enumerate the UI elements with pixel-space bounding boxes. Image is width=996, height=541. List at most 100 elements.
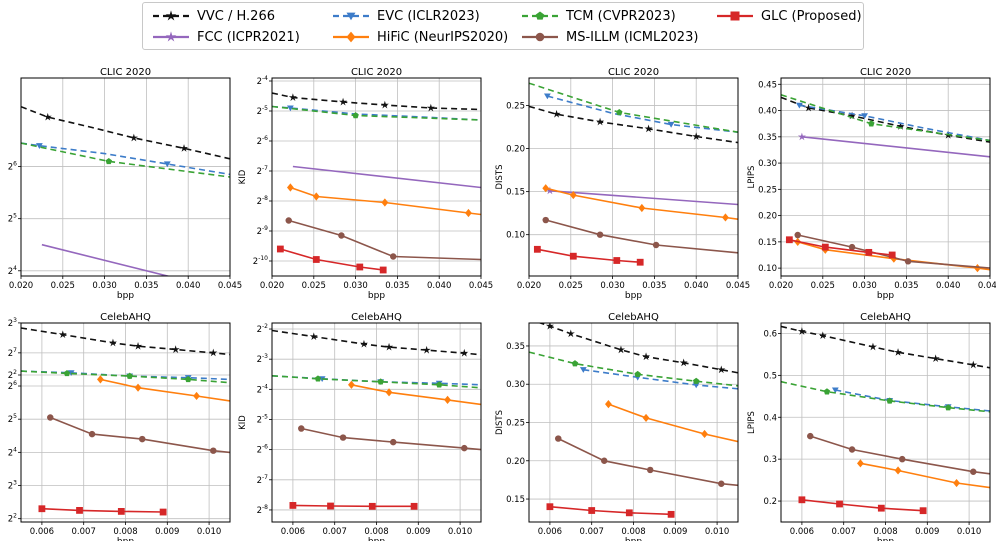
series-line-hific: [100, 378, 230, 402]
data-point-hific: [605, 400, 612, 409]
data-point-glc: [821, 243, 829, 251]
series-line-msillm: [50, 416, 230, 454]
series-line-vvc: [272, 92, 481, 111]
y-tick-label: 2-7: [257, 474, 269, 486]
legend-swatch-hific: [333, 31, 369, 43]
y-axis-label: LPIPS: [747, 166, 757, 189]
x-tick-label: 0.040: [176, 281, 200, 291]
data-point-msillm: [210, 447, 217, 454]
data-point-hific: [444, 395, 451, 404]
data-point-hific: [701, 429, 708, 439]
data-point-tcm: [634, 370, 641, 378]
y-axis-label: DISTS: [495, 164, 505, 189]
y-tick-label: 22: [8, 513, 17, 525]
x-axis-label: bpp: [368, 291, 385, 301]
data-point-vvc: [679, 358, 688, 367]
x-tick-label: 0.008: [113, 527, 137, 537]
data-point-msillm: [718, 480, 725, 487]
chart-title: CLIC 2020: [860, 67, 911, 78]
x-tick-label: 0.020: [769, 281, 793, 291]
chart-title: CelebAHQ: [608, 312, 659, 323]
data-point-glc: [379, 266, 387, 274]
data-point-vvc: [596, 117, 605, 126]
y-axis-label: KID: [238, 169, 248, 184]
y-tick-label: 0.35: [758, 133, 777, 143]
x-tick-label: 0.007: [832, 527, 856, 537]
chart-title: CelebAHQ: [100, 312, 151, 323]
x-tick-label: 0.035: [134, 281, 158, 291]
series-group: [272, 329, 481, 510]
data-point-vvc: [552, 109, 561, 118]
y-tick-label: 0.30: [506, 380, 525, 390]
data-point-glc: [410, 502, 418, 510]
legend-marker-msillm: [535, 32, 545, 42]
legend-marker-vvc: [165, 10, 177, 21]
series-line-msillm: [301, 427, 481, 451]
data-point-tcm: [352, 112, 359, 119]
chart-title: CLIC 2020: [100, 67, 151, 78]
data-point-vvc: [642, 352, 651, 361]
data-point-evc: [795, 102, 803, 109]
legend-label-hific: HiFiC (NeurIPS2020): [377, 29, 509, 45]
legend-item-tcm: TCM (CVPR2023): [520, 6, 676, 26]
series-line-msillm: [288, 219, 481, 261]
series-line-glc: [801, 499, 924, 512]
plot-frame: [271, 77, 482, 277]
y-tick-label: 0.15: [506, 495, 525, 505]
data-point-msillm: [555, 435, 562, 442]
data-point-evc: [579, 367, 587, 373]
data-point-tcm: [377, 378, 384, 385]
x-tick-label: 0.030: [92, 281, 116, 291]
chart-panel-4: 0.020 0.025 0.030 0.035 0.040 0.045 0.10 0.15 0.…: [747, 67, 996, 301]
data-point-tcm: [616, 109, 623, 116]
data-point-tcm: [105, 157, 113, 165]
y-axis-label: DISTS: [495, 410, 505, 435]
data-point-evc: [286, 105, 294, 112]
x-tick-label: 0.025: [302, 281, 326, 291]
data-point-hific: [542, 184, 550, 193]
y-tick-label: 0.15: [758, 238, 777, 248]
data-point-hific: [286, 183, 294, 192]
legend-marker-evc: [346, 12, 356, 21]
legend-swatch-glc: [717, 11, 753, 21]
x-tick-label: 0.045: [978, 281, 996, 291]
y-tick-label: 25: [8, 213, 17, 225]
legend-label-evc: EVC (ICLR2023): [377, 8, 480, 24]
y-tick-label: 0.6: [763, 329, 777, 339]
data-point-vvc: [848, 111, 857, 120]
y-tick-label: 22: [8, 369, 17, 381]
data-point-tcm: [886, 397, 893, 404]
data-point-tcm: [314, 375, 322, 382]
data-point-msillm: [601, 457, 608, 464]
data-point-glc: [159, 508, 167, 516]
x-tick-label: 0.010: [957, 527, 981, 537]
x-tick-label: 0.035: [385, 281, 409, 291]
data-point-hific: [857, 459, 864, 468]
y-tick-label: 0.20: [506, 457, 525, 467]
data-point-glc: [105, 371, 112, 378]
data-point-msillm: [848, 446, 856, 453]
series-line-glc: [280, 248, 384, 271]
y-tick-label: 26: [8, 161, 17, 173]
y-tick-label: 0.25: [758, 185, 777, 195]
data-point-msillm: [807, 432, 814, 440]
data-point-msillm: [285, 217, 292, 224]
x-axis-label: bpp: [877, 537, 894, 541]
data-point-evc: [35, 143, 43, 149]
y-axis-label: KID: [238, 415, 248, 430]
y-tick-label: 2-3: [257, 353, 269, 365]
plot-frame: [780, 322, 991, 523]
data-point-msillm: [848, 243, 856, 251]
x-tick-label: 0.025: [559, 281, 583, 291]
data-point-glc: [888, 251, 896, 259]
y-tick-label: 27: [8, 347, 17, 359]
series-group: [21, 327, 230, 516]
legend-label-msillm: MS-ILLM (ICML2023): [566, 29, 699, 45]
data-point-vvc: [818, 331, 827, 340]
x-tick-label: 0.007: [72, 527, 96, 537]
data-point-glc: [785, 236, 793, 244]
data-point-hific: [385, 388, 393, 397]
data-point-hific: [642, 413, 650, 422]
data-point-tcm: [184, 375, 192, 383]
y-tick-label: 0.5: [763, 371, 777, 381]
